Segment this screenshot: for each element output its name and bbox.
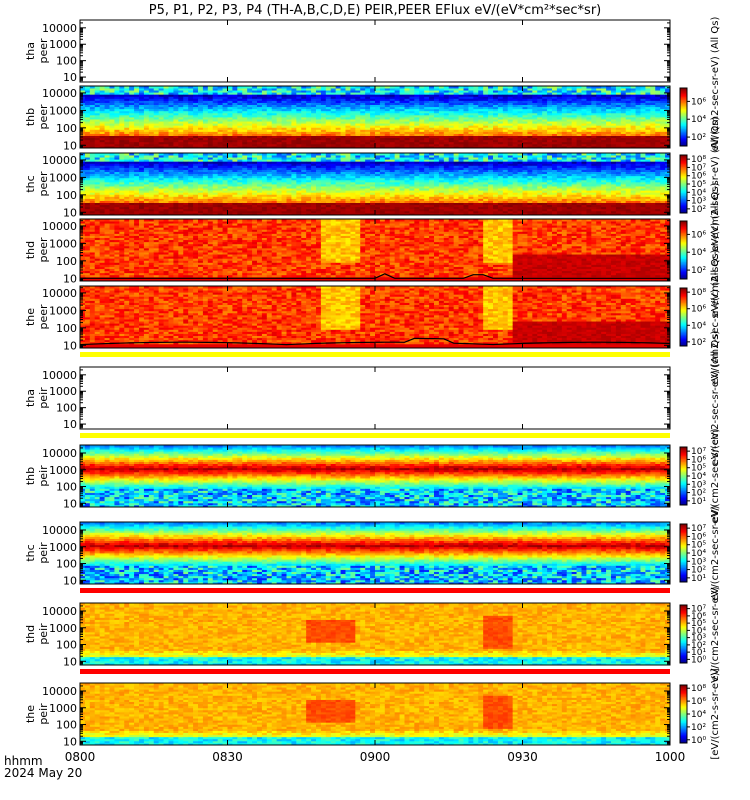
y-tick-label: 10 [63,71,77,84]
y-tick-label: 100 [56,55,77,68]
colorbar-tick-label: 10⁶ [691,97,706,107]
y-tick-label: 1000 [49,38,77,51]
panel-frame [80,20,670,82]
y-tick-label: 10000 [42,87,77,100]
colorbar-tick-label: 10⁴ [691,115,706,125]
colorbar-tick-label: 10² [691,133,706,143]
spectrogram-panel: 10 100 1000 10000 thb peer 10⁶ 10⁴ 10² [24,86,706,152]
y-tick-label: 10000 [42,22,77,35]
y-tick-label: 100 [56,122,77,135]
panel-label: peer [37,104,50,130]
panel-label: tha [24,42,37,60]
panel-label: thb [24,108,37,126]
date-label: 2024 May 20 [4,766,82,780]
figure-title: P5, P1, P2, P3, P4 (TH-A,B,C,D,E) PEIR,P… [149,3,602,18]
y-tick-label: 10 [63,139,77,152]
y-tick-label: 1000 [49,104,77,117]
panel-label: peer [37,38,50,64]
